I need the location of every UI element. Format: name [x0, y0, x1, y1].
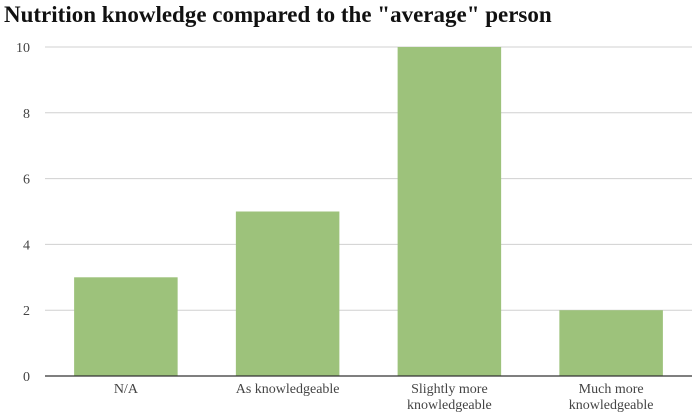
- x-tick-label-line: Much more: [579, 382, 644, 397]
- x-tick-label: Slightly more knowledgeable: [407, 382, 492, 413]
- x-axis-labels: N/A As knowledgeable Slightly more knowledg…: [114, 382, 654, 413]
- x-tick-label-line: Slightly more: [411, 382, 488, 397]
- y-tick-label: 0: [23, 370, 30, 385]
- y-tick-label: 10: [16, 41, 30, 56]
- y-tick-label: 2: [23, 304, 30, 319]
- x-tick-label-line: knowledgeable: [407, 398, 492, 413]
- x-tick-label: As knowledgeable: [236, 382, 340, 397]
- bar: [559, 310, 663, 376]
- x-tick-label: Much more knowledgeable: [569, 382, 654, 413]
- bars: [74, 47, 663, 376]
- chart-title: Nutrition knowledge compared to the "ave…: [4, 2, 552, 27]
- x-tick-label-line: As knowledgeable: [236, 382, 340, 397]
- bar: [74, 277, 178, 376]
- y-tick-label: 4: [23, 238, 30, 253]
- x-tick-label: N/A: [114, 382, 139, 397]
- bar: [397, 47, 502, 376]
- y-tick-label: 8: [23, 107, 30, 122]
- x-tick-label-line: knowledgeable: [569, 398, 654, 413]
- y-tick-label: 6: [23, 173, 30, 188]
- gridlines: [45, 46, 692, 311]
- y-axis-ticks: 0 2 4 6 8 10: [16, 41, 30, 385]
- bar: [235, 211, 340, 376]
- x-tick-label-line: N/A: [114, 382, 139, 397]
